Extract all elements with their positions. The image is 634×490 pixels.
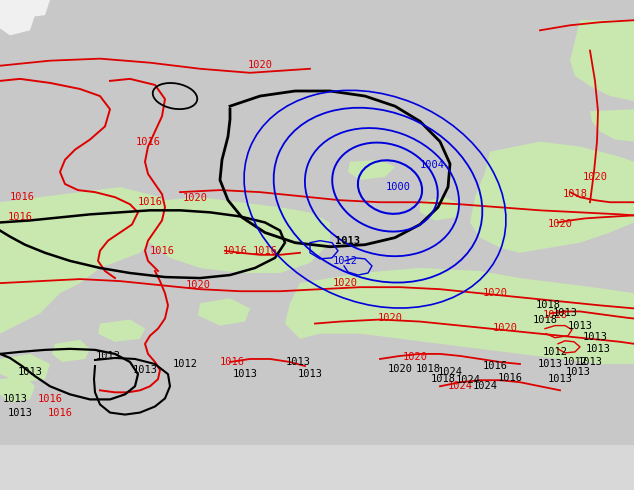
Polygon shape (607, 312, 634, 342)
Text: 1018: 1018 (562, 189, 588, 199)
Text: 1020: 1020 (183, 193, 207, 203)
Text: 1013: 1013 (538, 359, 562, 369)
Text: 1013: 1013 (96, 351, 120, 361)
Text: 1024: 1024 (455, 375, 481, 385)
Text: 1016: 1016 (223, 246, 247, 256)
Text: 1012: 1012 (332, 256, 358, 266)
Text: 1018: 1018 (536, 300, 560, 310)
Text: 1013: 1013 (567, 320, 593, 331)
Text: 1013: 1013 (8, 408, 32, 417)
Polygon shape (0, 354, 50, 382)
Text: 1013: 1013 (552, 309, 578, 318)
Text: Fr 31-05-2024 18:00 UTC (00+114): Fr 31-05-2024 18:00 UTC (00+114) (373, 452, 629, 465)
Text: 1020: 1020 (493, 322, 517, 333)
Text: 1013: 1013 (133, 365, 157, 375)
Text: 1013: 1013 (566, 367, 590, 377)
Polygon shape (198, 298, 250, 325)
Text: 1016: 1016 (150, 246, 174, 256)
Text: 1020: 1020 (332, 278, 358, 288)
Text: Surface pressure [hPa] ECMWF: Surface pressure [hPa] ECMWF (5, 458, 229, 471)
Text: 1013: 1013 (548, 374, 573, 384)
Text: @weatheronline.co.uk: @weatheronline.co.uk (486, 470, 629, 483)
Polygon shape (52, 340, 90, 362)
Text: 1024: 1024 (437, 367, 462, 377)
Text: 1018: 1018 (533, 315, 557, 324)
Text: 1000: 1000 (385, 182, 410, 192)
Text: 1020: 1020 (387, 364, 413, 374)
Text: 1016: 1016 (37, 394, 63, 404)
Text: 1004: 1004 (420, 160, 444, 170)
Text: 1013: 1013 (586, 344, 611, 354)
Polygon shape (570, 20, 634, 101)
Text: 1013: 1013 (3, 394, 27, 404)
Polygon shape (0, 376, 35, 402)
Text: 1024: 1024 (448, 381, 472, 392)
Text: 1016: 1016 (482, 361, 507, 371)
Text: 1018: 1018 (415, 364, 441, 374)
Text: 1020: 1020 (482, 288, 507, 298)
Polygon shape (140, 197, 330, 273)
Polygon shape (98, 319, 145, 342)
Polygon shape (590, 109, 634, 142)
Text: 1016: 1016 (10, 192, 34, 202)
Polygon shape (0, 187, 180, 334)
Text: 1016: 1016 (138, 197, 162, 207)
Text: 1020: 1020 (186, 280, 210, 290)
Text: 1012: 1012 (562, 357, 588, 367)
Text: 1012: 1012 (172, 359, 198, 369)
Polygon shape (470, 142, 634, 253)
Text: 1012: 1012 (543, 347, 567, 357)
Text: 1013: 1013 (335, 236, 361, 245)
Polygon shape (420, 197, 460, 220)
Polygon shape (0, 12, 35, 35)
Polygon shape (285, 268, 634, 364)
Text: 1013: 1013 (18, 367, 42, 377)
Text: 1013: 1013 (233, 369, 257, 379)
Text: 1013: 1013 (285, 357, 311, 367)
Text: 1024: 1024 (472, 381, 498, 392)
Text: 1016: 1016 (498, 373, 522, 383)
Text: 1018: 1018 (543, 311, 567, 320)
Text: 1016: 1016 (252, 246, 278, 256)
Text: 1016: 1016 (8, 212, 32, 222)
Text: 1020: 1020 (377, 313, 403, 322)
Text: 1020: 1020 (247, 60, 273, 70)
Text: 1018: 1018 (430, 374, 455, 384)
Polygon shape (348, 160, 395, 180)
Text: 1016: 1016 (48, 408, 72, 417)
Text: 1020: 1020 (403, 352, 427, 362)
Text: 1013: 1013 (578, 357, 602, 367)
Polygon shape (0, 0, 50, 18)
Polygon shape (558, 298, 605, 323)
Text: 1016: 1016 (136, 137, 160, 147)
Text: 1013: 1013 (297, 369, 323, 379)
Text: 1020: 1020 (548, 220, 573, 229)
Text: 1016: 1016 (219, 357, 245, 367)
Text: 1020: 1020 (583, 172, 607, 182)
Text: 1013: 1013 (583, 332, 607, 342)
